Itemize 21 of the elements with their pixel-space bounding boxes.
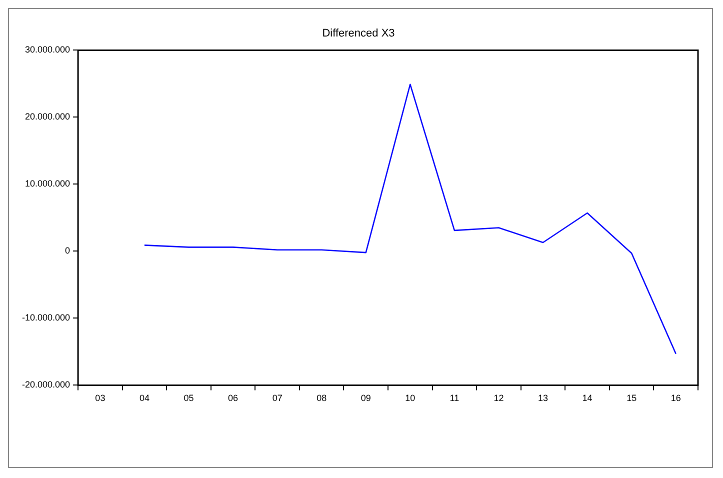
x-tick-label: 16	[670, 393, 681, 404]
y-tick-label: 20.000.000	[24, 112, 70, 122]
x-tick-label: 11	[450, 393, 460, 404]
chart-title: Differenced X3	[322, 28, 395, 40]
x-tick-label: 09	[360, 393, 371, 404]
x-tick-label: 05	[184, 393, 194, 404]
y-tick-label: 30.000.000	[24, 44, 70, 55]
y-tick-label: -10.000.000	[22, 312, 70, 323]
x-tick-label: 03	[95, 393, 106, 404]
x-tick-label: 07	[272, 393, 282, 404]
x-tick-label: 12	[494, 393, 504, 404]
x-tick-label: 10	[405, 393, 416, 404]
x-tick-label: 04	[139, 393, 150, 404]
y-tick-label: 10.000.000	[24, 178, 70, 189]
x-tick-label: 15	[626, 393, 637, 404]
x-tick-label: 06	[228, 393, 238, 404]
x-tick-label: 08	[316, 393, 327, 404]
x-tick-label: 14	[582, 393, 592, 404]
y-tick-label: -20.000.000	[22, 380, 70, 390]
y-tick-label: 0	[65, 246, 70, 256]
x-tick-label: 13	[538, 393, 548, 404]
